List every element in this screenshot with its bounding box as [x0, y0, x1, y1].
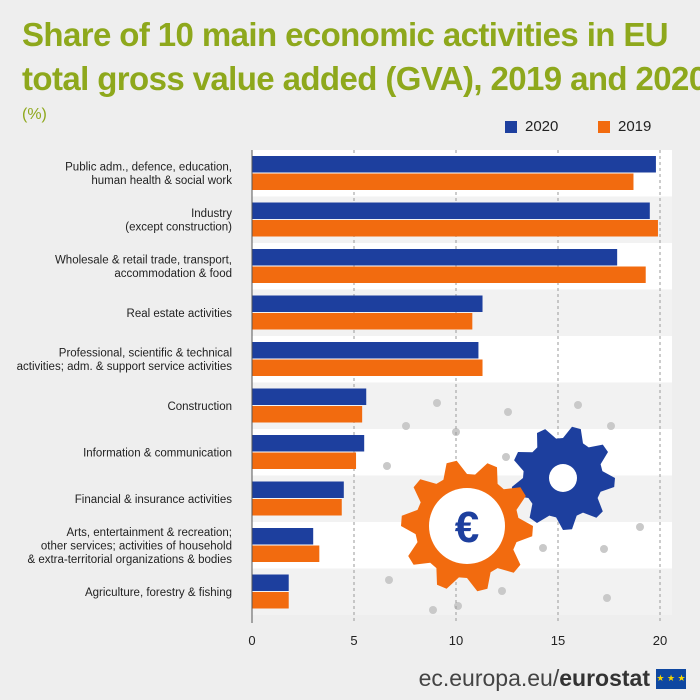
category-label: Real estate activities — [127, 308, 233, 320]
chart-title-line-2: total gross value added (GVA), 2019 and … — [22, 60, 700, 97]
orange-gear-hole — [429, 488, 505, 564]
legend-item-2019: 2019 — [598, 118, 651, 135]
bar-2019 — [252, 266, 646, 283]
bar-2019 — [252, 452, 357, 469]
category-label: Arts, entertainment & recreation; other s… — [27, 527, 232, 566]
decorative-dot — [429, 606, 437, 614]
decorative-dot — [504, 408, 512, 416]
category-label-line: Wholesale & retail trade, transport, — [55, 255, 232, 267]
chart-title-line-1: Share of 10 main economic activities in … — [22, 16, 669, 53]
category-label-line: & extra-territorial organizations & bodi… — [27, 554, 232, 566]
bar-2020 — [252, 528, 314, 545]
bar-2020 — [252, 481, 344, 498]
bar-2020 — [252, 574, 289, 591]
decorative-dot — [498, 587, 506, 595]
bar-2020 — [252, 202, 650, 219]
bar-2020 — [252, 249, 618, 266]
legend-label-2020: 2020 — [525, 118, 559, 135]
bar-2019 — [252, 313, 473, 330]
footer-site[interactable]: ec.europa.eu/ — [418, 665, 560, 691]
x-tick-label: 5 — [350, 633, 357, 648]
decorative-dot — [636, 523, 644, 531]
bar-2020 — [252, 388, 367, 405]
category-label-line: Construction — [167, 401, 232, 413]
euro-icon: € — [455, 503, 479, 552]
bar-2020 — [252, 295, 483, 312]
category-label: Professional, scientific & technical acti… — [17, 348, 233, 374]
bar-2020 — [252, 156, 656, 173]
x-tick-label: 15 — [551, 633, 565, 648]
x-tick-label: 0 — [248, 633, 255, 648]
decorative-dot — [539, 544, 547, 552]
category-label: Public adm., defence, education, human he… — [65, 162, 232, 188]
category-label: Financial & insurance activities — [75, 494, 232, 506]
x-tick-label: 10 — [449, 633, 463, 648]
footer: ec.europa.eu/eurostat ★ ★ ★ — [419, 665, 686, 692]
category-label: Agriculture, forestry & fishing — [85, 587, 232, 599]
category-label-line: Financial & insurance activities — [75, 494, 232, 506]
decorative-dot — [607, 422, 615, 430]
category-label-line: accommodation & food — [114, 268, 232, 280]
decorative-dot — [600, 545, 608, 553]
bar-2019 — [252, 173, 634, 190]
legend-item-2020: 2020 — [505, 118, 558, 135]
eu-flag-icon: ★ ★ ★ — [656, 668, 686, 689]
decorative-dot — [454, 602, 462, 610]
blue-gear-hole — [549, 464, 577, 492]
decorative-dot — [433, 399, 441, 407]
bar-2020 — [252, 435, 365, 452]
decorative-dot — [574, 401, 582, 409]
decorative-dot — [402, 422, 410, 430]
category-label: Wholesale & retail trade, transport, acco… — [55, 255, 232, 281]
decorative-dot — [502, 453, 510, 461]
decorative-dot — [603, 594, 611, 602]
category-label-line: activities; adm. & support service activ… — [17, 361, 233, 373]
bar-2019 — [252, 499, 342, 516]
bar-2019 — [252, 359, 483, 376]
unit-label: (%) — [22, 106, 47, 123]
category-label-line: other services; activities of household — [41, 540, 232, 552]
footer-brand[interactable]: eurostat — [559, 665, 650, 691]
bar-2019 — [252, 220, 658, 237]
category-label-line: (except construction) — [125, 222, 232, 234]
category-label: Construction — [167, 401, 232, 413]
bar-2019 — [252, 545, 320, 562]
x-tick-label: 20 — [653, 633, 667, 648]
legend-label-2019: 2019 — [618, 118, 652, 135]
category-label-line: Public adm., defence, education, — [65, 162, 232, 174]
decorative-dot — [383, 462, 391, 470]
category-label: Information & communication — [83, 447, 232, 459]
category-label-line: Professional, scientific & technical — [59, 348, 232, 360]
category-label-line: human health & social work — [91, 175, 232, 187]
bar-2019 — [252, 406, 363, 423]
bar-2019 — [252, 592, 289, 609]
legend-swatch-2019 — [598, 120, 610, 133]
category-label-line: Information & communication — [83, 447, 232, 459]
legend-swatch-2020 — [505, 120, 517, 133]
bar-2020 — [252, 342, 479, 359]
category-label-line: Real estate activities — [127, 308, 233, 320]
category-label-line: Industry — [191, 208, 232, 220]
category-label-line: Arts, entertainment & recreation; — [66, 527, 232, 539]
category-label-line: Agriculture, forestry & fishing — [85, 587, 232, 599]
decorative-dot — [385, 576, 393, 584]
category-label: Industry (except construction) — [125, 208, 232, 234]
